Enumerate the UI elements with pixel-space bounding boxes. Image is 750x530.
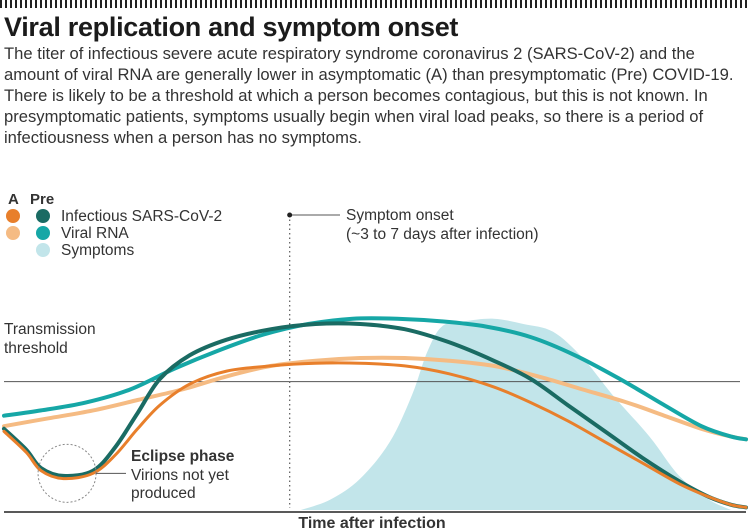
legend-swatch-a-infectious — [6, 209, 20, 223]
legend-label-symptoms: Symptoms — [61, 242, 134, 259]
threshold-label-line2: threshold — [4, 340, 68, 357]
symptoms-area — [300, 318, 732, 510]
a-infectious-line — [2, 361, 748, 509]
top-dotted-rule — [0, 0, 750, 8]
threshold-label-line1: Transmission — [4, 321, 96, 338]
symptom-onset-label: Symptom onset — [346, 207, 454, 224]
x-axis-label: Time after infection — [298, 515, 445, 530]
legend-header-a: A — [8, 191, 19, 208]
a-viral-rna-line — [2, 355, 748, 442]
page-title: Viral replication and symptom onset — [4, 12, 459, 42]
eclipse-phase-line2: produced — [131, 485, 196, 502]
symptom-onset-marker — [287, 212, 293, 218]
intro-paragraph: The titer of infectious severe acute res… — [4, 44, 734, 147]
symptom-onset-sublabel: (~3 to 7 days after infection) — [346, 226, 539, 243]
pre-infectious-line — [2, 321, 748, 510]
legend-swatch-a-viral-rna — [6, 226, 20, 240]
legend-label-viral-rna: Viral RNA — [61, 225, 129, 242]
eclipse-phase-line1: Virions not yet — [131, 467, 230, 484]
legend-label-infectious: Infectious SARS-CoV-2 — [61, 208, 222, 225]
eclipse-phase-title: Eclipse phase — [131, 448, 235, 465]
legend-swatch-pre-infectious — [36, 209, 50, 223]
legend-swatch-pre-viral-rna — [36, 226, 50, 240]
legend-header-pre: Pre — [30, 191, 54, 208]
pre-viral-rna-line — [2, 316, 748, 442]
legend-swatch-symptoms — [36, 243, 50, 257]
